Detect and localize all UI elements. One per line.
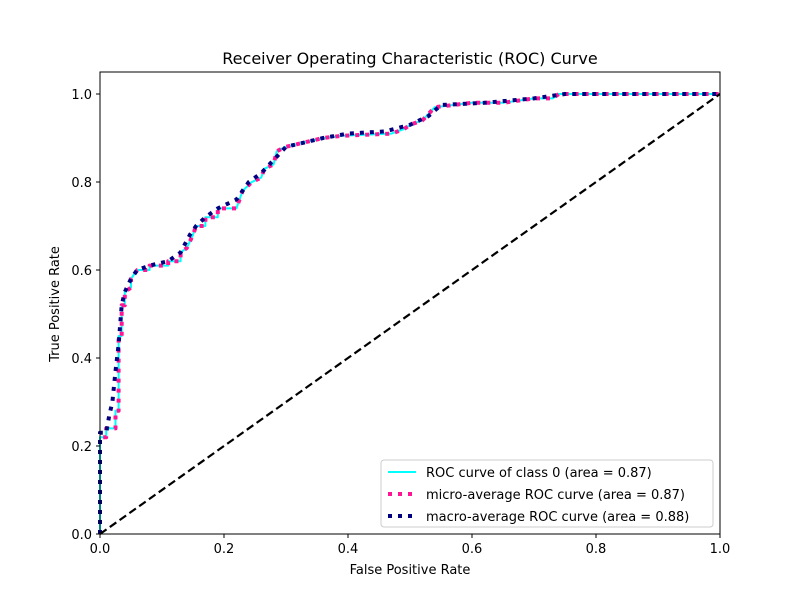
y-tick-label: 1.0: [71, 88, 92, 103]
legend-entry-label: ROC curve of class 0 (area = 0.87): [426, 466, 652, 481]
chance-diagonal-line: [99, 93, 721, 535]
legend-entry-label: macro-average ROC curve (area = 0.88): [426, 510, 689, 525]
x-tick-label: 0.2: [214, 542, 235, 557]
y-tick-label: 0.6: [71, 264, 92, 279]
x-tick-label: 1.0: [710, 542, 731, 557]
x-axis-label: False Positive Rate: [350, 563, 471, 578]
y-tick-label: 0.2: [71, 440, 92, 455]
x-tick-label: 0.0: [90, 542, 111, 557]
legend-box: [380, 459, 714, 528]
x-tick-label: 0.8: [586, 542, 607, 557]
series-line-1: [98, 92, 720, 534]
y-tick-label: 0.8: [71, 176, 92, 191]
legend: ROC curve of class 0 (area = 0.87) micro-…: [380, 459, 714, 528]
series-line-2: [98, 92, 720, 534]
legend-entry-label: micro-average ROC curve (area = 0.87): [426, 488, 685, 503]
plot-frame: [99, 71, 721, 535]
plot-area: [98, 92, 721, 535]
y-tick-label: 0.4: [71, 352, 92, 367]
axis-ticks: 0.0 0.2 0.4 0.6 0.8 1.0 0.0 0.2 0.4 0.6 0.8 1.0: [71, 88, 730, 557]
legend-items: ROC curve of class 0 (area = 0.87) micro-…: [388, 466, 689, 525]
y-tick-label: 0.0: [71, 528, 92, 543]
x-tick-label: 0.6: [462, 542, 483, 557]
x-tick-label: 0.4: [338, 542, 359, 557]
y-axis-label: True Positive Rate: [48, 246, 63, 363]
chart-title: Receiver Operating Characteristic (ROC) …: [222, 49, 597, 68]
